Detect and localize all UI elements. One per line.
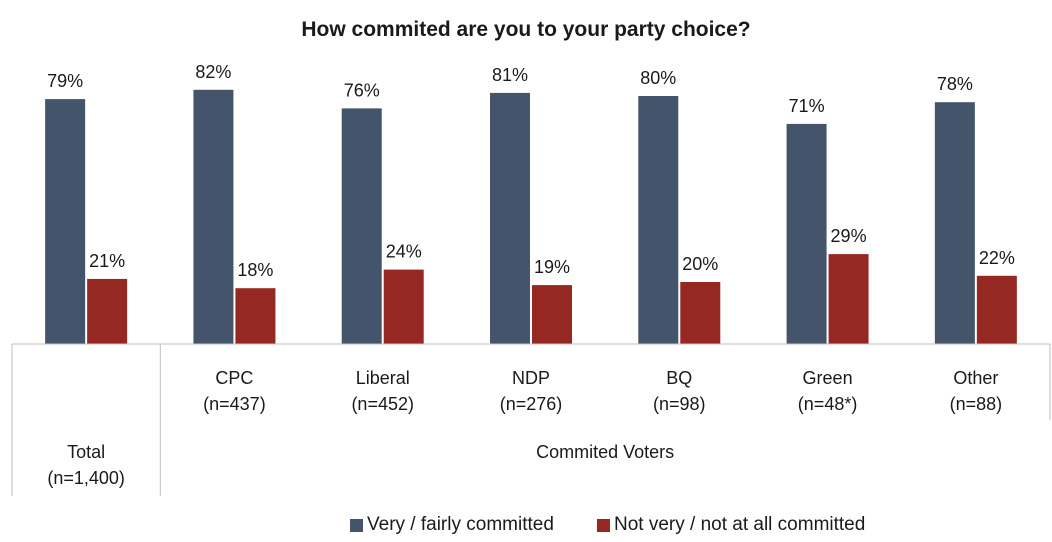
x-tick-label: Total [67,442,105,462]
x-tick-label: BQ [666,368,692,388]
legend-swatch-committed [350,518,363,532]
x-tick-label: CPC [215,368,253,388]
data-label: 20% [682,254,718,274]
data-label: 76% [344,80,380,100]
bar-not-committed-other [976,275,1017,344]
group-label: Commited Voters [536,442,674,462]
x-tick-sample-size: (n=276) [500,394,563,414]
x-tick-sample-size: (n=88) [950,394,1003,414]
data-label: 79% [47,71,83,91]
data-label: 71% [789,96,825,116]
data-label: 82% [195,62,231,82]
data-label: 29% [831,226,867,246]
x-tick-sample-size: (n=437) [203,394,266,414]
bar-not-committed-bq [680,282,721,344]
data-label: 78% [937,74,973,94]
bar-committed-bq [638,96,679,344]
x-tick-sample-size: (n=48*) [798,394,858,414]
data-label: 24% [386,242,422,262]
legend-item-committed: Very / fairly committed [350,514,554,536]
bar-not-committed-green [828,254,869,344]
chart-title: How commited are you to your party choic… [301,18,751,41]
bar-not-committed-cpc [235,288,276,344]
bar-committed-ndp [490,92,530,345]
x-tick-sample-size: (n=98) [653,394,706,414]
x-tick-label: NDP [512,368,550,388]
bar-not-committed-total [87,278,128,344]
legend-label-not-committed: Not very / not at all committed [614,514,866,535]
x-tick-sample-size: (n=1,400) [47,468,125,488]
bar-committed-green [786,123,827,345]
bar-committed-cpc [193,89,234,344]
legend: Very / fairly committed Not very / not a… [0,514,1052,538]
bar-committed-liberal [341,108,382,345]
bar-not-committed-liberal [383,269,424,344]
data-label: 81% [492,65,528,85]
x-tick-label: Green [803,368,853,388]
bar-committed-other [934,102,975,344]
data-label: 18% [237,260,273,280]
data-label: 80% [640,68,676,88]
x-tick-label: Other [953,368,998,388]
x-tick-label: Liberal [356,368,410,388]
legend-label-committed: Very / fairly committed [367,514,554,535]
legend-item-not-committed: Not very / not at all committed [597,514,865,536]
bar-chart: 79% 21% Total (n=1,400) 82% 18% CPC (n=437) 76% 2… [11,62,1051,496]
legend-swatch-not-committed [597,518,610,532]
x-tick-sample-size: (n=452) [351,394,414,414]
data-label: 19% [534,257,570,277]
bar-committed-total [45,99,86,344]
bar-not-committed-ndp [532,285,572,344]
data-label: 21% [89,251,125,271]
data-label: 22% [979,248,1015,268]
